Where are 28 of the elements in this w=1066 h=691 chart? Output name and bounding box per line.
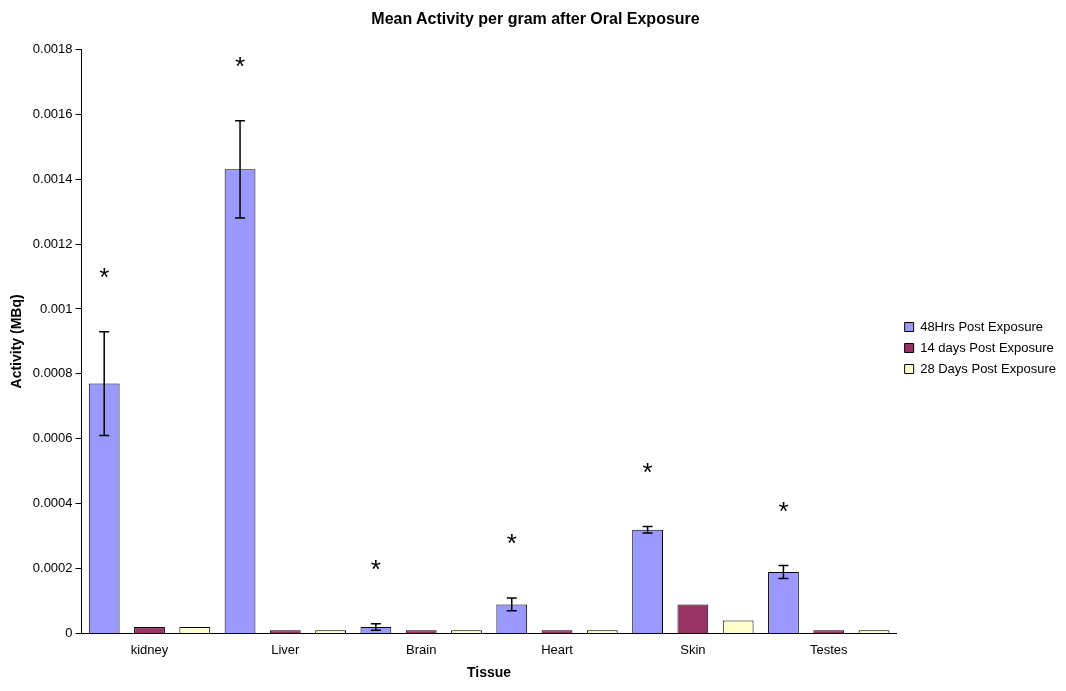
x-tick-label: Heart <box>541 641 574 657</box>
y-tick-label: 0.001 <box>40 300 73 316</box>
y-tick-label: 0.0016 <box>32 105 73 121</box>
x-tick-label: Brain <box>406 641 437 657</box>
x-axis-title: Tissue <box>467 664 512 681</box>
y-tick-label: 0.0012 <box>32 235 73 251</box>
annotation: * <box>370 554 381 585</box>
x-tick-label: kidney <box>130 641 169 657</box>
legend-label: 48Hrs Post Exposure <box>920 318 1043 334</box>
x-tick-label: Skin <box>680 641 706 657</box>
annotation: * <box>778 495 789 526</box>
x-tick-label: Liver <box>271 641 301 657</box>
annotation: * <box>234 50 246 81</box>
y-tick-label: 0.0006 <box>32 430 73 446</box>
y-tick-label: 0.0002 <box>32 560 73 576</box>
legend-label: 14 days Post Exposure <box>920 339 1054 355</box>
chart-title: Mean Activity per gram after Oral Exposure <box>371 10 700 28</box>
y-tick-label: 0.0008 <box>32 365 73 381</box>
y-tick-label: 0 <box>65 625 73 641</box>
annotation: * <box>506 528 517 559</box>
y-axis-title: Activity (MBq) <box>8 294 25 389</box>
y-tick-label: 0.0004 <box>32 495 73 511</box>
annotation: * <box>642 456 653 487</box>
y-tick-label: 0.0014 <box>32 170 73 186</box>
legend-label: 28 Days Post Exposure <box>920 360 1057 376</box>
x-tick-label: Testes <box>809 641 849 657</box>
y-tick-label: 0.0018 <box>32 40 73 56</box>
annotation: * <box>99 261 110 292</box>
